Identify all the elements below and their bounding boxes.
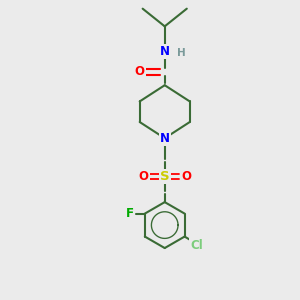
- Text: Cl: Cl: [190, 239, 203, 252]
- Text: O: O: [181, 170, 191, 183]
- Text: N: N: [160, 45, 170, 58]
- Text: O: O: [139, 170, 148, 183]
- Text: H: H: [176, 48, 185, 58]
- Text: S: S: [160, 170, 169, 183]
- Text: O: O: [135, 65, 145, 79]
- Text: F: F: [125, 207, 134, 220]
- Text: N: N: [160, 132, 170, 145]
